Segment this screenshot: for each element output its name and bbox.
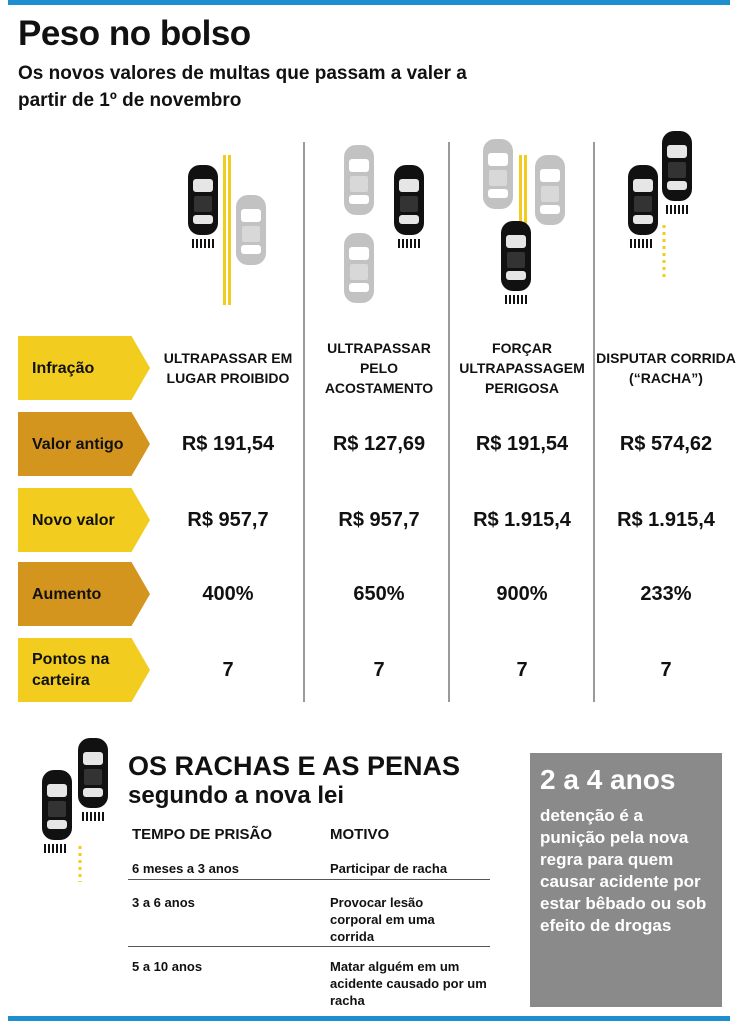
- detention-text: detenção é a punição pela nova regra par…: [540, 806, 707, 935]
- valor-antigo-cell: R$ 127,69: [332, 432, 426, 455]
- row-label-infracao: Infração: [18, 336, 150, 400]
- section-subtitle: segundo a nova lei: [128, 782, 345, 809]
- pontos-cell: 7: [373, 658, 385, 681]
- aumento-cell: 900%: [496, 582, 548, 605]
- novo-valor-cell: R$ 1.915,4: [473, 508, 571, 531]
- detention-highlight: 2 a 4 anos: [540, 764, 676, 795]
- table-cell-tempo: 5 a 10 anos: [132, 959, 203, 974]
- row-label-pontos: Pontos na carteira: [18, 638, 150, 702]
- column-divider: [303, 142, 305, 702]
- row-label-valor-antigo: Valor antigo: [18, 412, 150, 476]
- aumento-cell: 650%: [353, 582, 405, 605]
- infracao-cell: ULTRAPASSAR EM LUGAR PROIBIDO: [163, 350, 293, 386]
- table-divider: [128, 946, 490, 947]
- infracao-cell: FORÇAR ULTRAPASSAGEM PERIGOSA: [459, 340, 585, 396]
- page-subtitle: Os novos valores de multas que passam a …: [18, 63, 467, 111]
- table-cell-tempo: 6 meses a 3 anos: [132, 861, 239, 876]
- bottom-accent-bar: [8, 1016, 730, 1021]
- header-tempo-prisao: TEMPO DE PRISÃO: [132, 826, 273, 843]
- column-divider: [448, 142, 450, 702]
- infracao-cell: ULTRAPASSAR PELO ACOSTAMENTO: [324, 340, 434, 396]
- car-illustration-acostamento: [344, 145, 424, 303]
- top-accent-bar: [8, 0, 730, 5]
- row-label-novo-valor: Novo valor: [18, 488, 150, 552]
- table-divider: [128, 879, 490, 880]
- aumento-cell: 233%: [640, 582, 692, 605]
- table-cell-motivo: Participar de racha: [330, 861, 448, 876]
- infracao-cell: DISPUTAR CORRIDA (“RACHA”): [596, 350, 736, 386]
- header-motivo: MOTIVO: [330, 826, 390, 843]
- valor-antigo-cell: R$ 574,62: [619, 432, 713, 455]
- car-illustration-racha: [628, 131, 692, 280]
- racha-cars-illustration: [42, 738, 108, 882]
- table-cell-motivo: Matar alguém em um acidente causado por …: [330, 959, 487, 1008]
- section-title: OS RACHAS E AS PENAS: [128, 751, 461, 781]
- car-illustration-proibido: [188, 155, 266, 305]
- detention-info-box: 2 a 4 anos detenção é a punição pela nov…: [530, 753, 722, 1007]
- row-label-aumento: Aumento: [18, 562, 150, 626]
- valor-antigo-cell: R$ 191,54: [181, 432, 275, 455]
- page-title: Peso no bolso: [18, 14, 251, 53]
- column-divider: [593, 142, 595, 702]
- novo-valor-cell: R$ 957,7: [187, 508, 269, 531]
- pontos-cell: 7: [516, 658, 528, 681]
- novo-valor-cell: R$ 1.915,4: [617, 508, 715, 531]
- table-cell-motivo: Provocar lesão corporal em uma corrida: [330, 895, 435, 944]
- valor-antigo-cell: R$ 191,54: [475, 432, 569, 455]
- pontos-cell: 7: [222, 658, 234, 681]
- car-illustration-perigosa: [483, 139, 565, 304]
- novo-valor-cell: R$ 957,7: [338, 508, 420, 531]
- aumento-cell: 400%: [202, 582, 254, 605]
- table-cell-tempo: 3 a 6 anos: [132, 895, 195, 910]
- pontos-cell: 7: [660, 658, 672, 681]
